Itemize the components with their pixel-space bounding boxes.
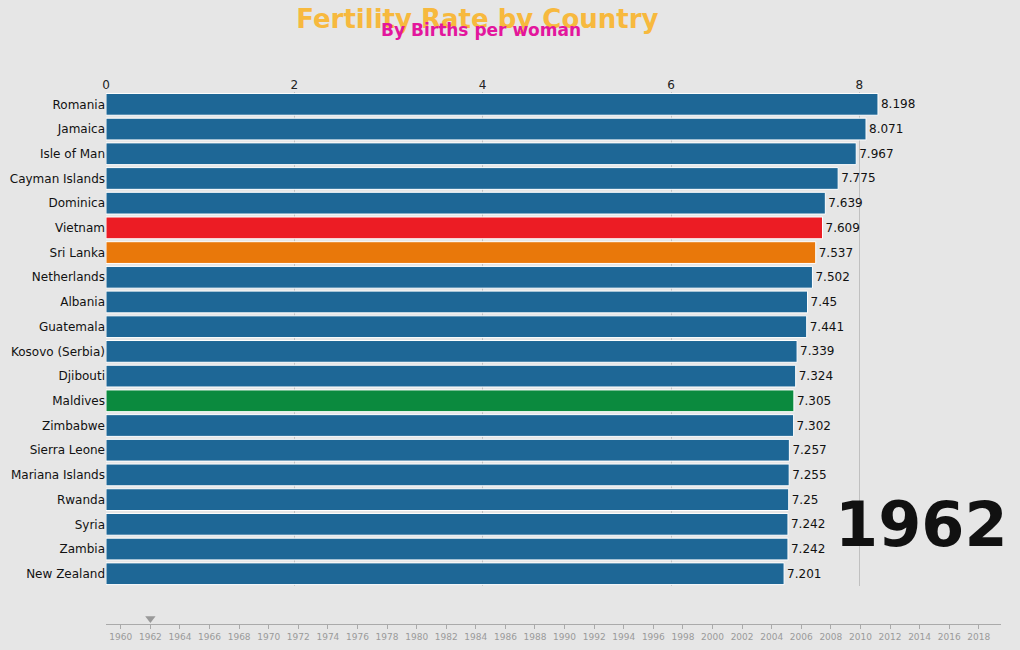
svg-text:Sri Lanka: Sri Lanka: [50, 246, 105, 260]
svg-text:7.257: 7.257: [792, 443, 826, 457]
svg-text:7.324: 7.324: [799, 369, 833, 383]
svg-text:0: 0: [102, 78, 110, 92]
svg-text:1964: 1964: [169, 632, 192, 642]
svg-text:1974: 1974: [316, 632, 339, 642]
svg-text:2: 2: [291, 78, 299, 92]
svg-text:7.255: 7.255: [792, 468, 826, 482]
svg-text:1980: 1980: [405, 632, 428, 642]
svg-text:8: 8: [856, 78, 864, 92]
svg-text:1998: 1998: [671, 632, 694, 642]
svg-text:7.201: 7.201: [787, 567, 821, 581]
svg-text:7.305: 7.305: [797, 394, 831, 408]
svg-text:1970: 1970: [257, 632, 280, 642]
svg-text:By Births per woman: By Births per woman: [381, 20, 581, 40]
svg-text:2010: 2010: [849, 632, 872, 642]
svg-text:Cayman Islands: Cayman Islands: [10, 172, 105, 186]
svg-text:7.302: 7.302: [797, 419, 831, 433]
svg-text:1968: 1968: [228, 632, 251, 642]
svg-text:1960: 1960: [109, 632, 132, 642]
svg-text:Djibouti: Djibouti: [58, 369, 105, 383]
svg-text:1990: 1990: [553, 632, 576, 642]
svg-text:Syria: Syria: [75, 518, 105, 532]
svg-text:8.198: 8.198: [881, 97, 915, 111]
svg-text:7.775: 7.775: [841, 171, 875, 185]
svg-text:Fertility Rate by Country: Fertility Rate by Country: [296, 4, 658, 34]
svg-text:7.339: 7.339: [800, 344, 834, 358]
svg-text:Zimbabwe: Zimbabwe: [42, 419, 105, 433]
svg-text:1992: 1992: [583, 632, 606, 642]
svg-text:1976: 1976: [346, 632, 369, 642]
svg-text:1986: 1986: [494, 632, 517, 642]
svg-text:Mariana Islands: Mariana Islands: [11, 468, 105, 482]
svg-text:1972: 1972: [287, 632, 310, 642]
svg-text:1966: 1966: [198, 632, 221, 642]
svg-text:Albania: Albania: [60, 295, 105, 309]
svg-text:Zambia: Zambia: [59, 542, 105, 556]
svg-text:2008: 2008: [819, 632, 842, 642]
svg-text:8.071: 8.071: [869, 122, 903, 136]
svg-text:7.967: 7.967: [859, 147, 893, 161]
svg-text:Jamaica: Jamaica: [57, 122, 105, 136]
svg-text:1988: 1988: [524, 632, 547, 642]
svg-text:7.242: 7.242: [791, 542, 825, 556]
svg-text:Sierra Leone: Sierra Leone: [30, 443, 105, 457]
svg-text:2012: 2012: [879, 632, 902, 642]
svg-text:2006: 2006: [790, 632, 813, 642]
svg-text:1978: 1978: [376, 632, 399, 642]
svg-text:1982: 1982: [435, 632, 458, 642]
svg-text:1962: 1962: [139, 632, 162, 642]
svg-text:2016: 2016: [938, 632, 961, 642]
svg-text:New Zealand: New Zealand: [26, 567, 105, 581]
svg-text:Kosovo (Serbia): Kosovo (Serbia): [11, 345, 105, 359]
svg-text:2002: 2002: [731, 632, 754, 642]
svg-text:7.639: 7.639: [828, 196, 862, 210]
svg-text:7.441: 7.441: [810, 320, 844, 334]
svg-text:7.502: 7.502: [815, 270, 849, 284]
svg-text:2014: 2014: [908, 632, 931, 642]
svg-text:Romania: Romania: [53, 98, 105, 112]
svg-text:7.537: 7.537: [819, 246, 853, 260]
svg-text:1984: 1984: [464, 632, 487, 642]
svg-text:2004: 2004: [760, 632, 783, 642]
svg-text:1962: 1962: [835, 488, 1008, 561]
svg-text:7.25: 7.25: [792, 493, 819, 507]
svg-text:Vietnam: Vietnam: [55, 221, 105, 235]
svg-text:1994: 1994: [612, 632, 635, 642]
svg-text:4: 4: [479, 78, 487, 92]
svg-text:7.609: 7.609: [826, 221, 860, 235]
svg-text:2018: 2018: [967, 632, 990, 642]
svg-text:Guatemala: Guatemala: [39, 320, 105, 334]
svg-text:6: 6: [667, 78, 675, 92]
svg-text:Isle of Man: Isle of Man: [40, 147, 105, 161]
svg-text:7.45: 7.45: [811, 295, 838, 309]
svg-text:2000: 2000: [701, 632, 724, 642]
svg-text:Netherlands: Netherlands: [32, 270, 105, 284]
svg-text:7.242: 7.242: [791, 517, 825, 531]
svg-text:Dominica: Dominica: [49, 196, 106, 210]
svg-text:Rwanda: Rwanda: [57, 493, 105, 507]
svg-text:1996: 1996: [642, 632, 665, 642]
svg-text:Maldives: Maldives: [52, 394, 105, 408]
